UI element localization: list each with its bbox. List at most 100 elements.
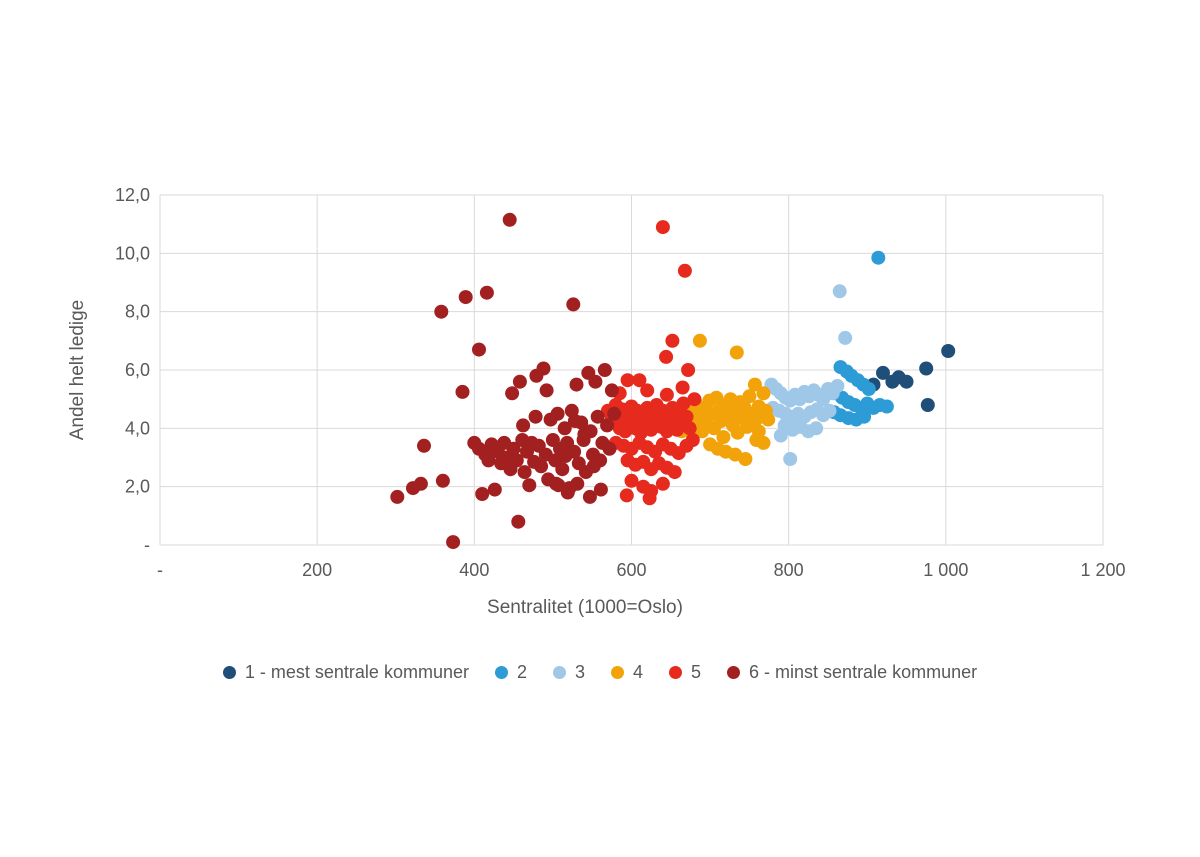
data-point <box>729 345 744 360</box>
y-tick-label: - <box>144 535 150 555</box>
data-point <box>481 453 496 468</box>
data-point <box>566 297 581 312</box>
data-point <box>861 382 876 396</box>
legend-item: 4 <box>611 662 643 683</box>
data-point <box>655 220 670 235</box>
legend-item: 6 - minst sentrale kommuner <box>727 662 977 683</box>
data-point <box>607 406 622 421</box>
legend-label: 4 <box>633 662 644 682</box>
y-tick-label: 2,0 <box>125 477 150 497</box>
data-point <box>435 473 450 488</box>
data-point <box>413 476 428 491</box>
data-point <box>528 409 543 424</box>
data-point <box>455 384 470 399</box>
data-point <box>551 478 566 493</box>
data-point <box>434 304 449 319</box>
legend-label: 5 <box>691 662 702 682</box>
data-point <box>550 406 565 421</box>
data-point <box>600 418 615 433</box>
data-point <box>516 418 531 433</box>
y-tick-label: 12,0 <box>115 185 150 205</box>
legend-swatch-icon <box>222 666 236 679</box>
legend-label: 1 - mest sentrale kommuner <box>244 662 469 682</box>
legend-item: 3 <box>552 662 585 683</box>
chart-legend: 1 - mest sentrale kommuner 2 3 4 5 6 - minst … <box>0 662 1200 683</box>
data-point <box>832 284 847 299</box>
data-point <box>857 409 872 424</box>
data-point <box>809 421 824 436</box>
data-point <box>560 485 575 500</box>
data-point <box>676 396 691 411</box>
data-point <box>756 435 771 450</box>
data-point <box>588 374 603 389</box>
data-point <box>773 428 788 443</box>
data-point <box>709 390 724 405</box>
data-point <box>920 398 935 412</box>
x-tick-label: 1 200 <box>1080 560 1125 580</box>
data-point <box>539 383 554 398</box>
data-point <box>783 452 798 466</box>
data-point <box>941 344 956 358</box>
data-point <box>659 387 674 402</box>
legend-swatch-icon <box>611 666 624 679</box>
data-point <box>522 478 537 493</box>
data-point <box>558 449 573 463</box>
data-point <box>475 487 490 501</box>
y-tick-label: 4,0 <box>125 418 150 438</box>
legend-item: 1 - mest sentrale kommuner <box>222 662 469 683</box>
data-point <box>620 373 635 388</box>
data-point <box>716 430 731 445</box>
data-point <box>879 399 894 414</box>
data-point <box>569 377 584 392</box>
data-point <box>487 482 502 497</box>
data-point <box>509 453 524 468</box>
legend-label: 3 <box>574 662 585 682</box>
data-point <box>687 392 702 407</box>
data-point <box>557 421 572 436</box>
legend-item: 2 <box>494 662 527 683</box>
data-point <box>747 377 762 392</box>
data-point <box>642 491 657 506</box>
data-point <box>640 383 655 398</box>
data-point <box>570 476 585 491</box>
data-point <box>536 361 551 376</box>
y-tick-label: 10,0 <box>115 243 150 263</box>
legend-swatch-icon <box>669 666 683 679</box>
data-point <box>655 476 670 491</box>
data-point <box>761 412 776 427</box>
data-point <box>679 409 694 424</box>
data-point <box>822 403 837 418</box>
data-point <box>505 386 520 401</box>
data-point <box>659 349 674 364</box>
data-point <box>586 459 601 474</box>
data-point <box>602 441 617 456</box>
data-point <box>577 427 592 442</box>
data-point <box>512 374 527 389</box>
data-point <box>681 363 696 377</box>
data-point <box>619 488 634 503</box>
data-point <box>667 465 682 480</box>
y-tick-label: 6,0 <box>125 360 150 380</box>
legend-swatch-icon <box>727 666 741 679</box>
data-point <box>756 386 771 401</box>
legend-swatch-icon <box>552 666 566 679</box>
data-point <box>679 438 694 453</box>
data-point <box>885 374 900 389</box>
data-point <box>677 263 692 278</box>
data-point <box>632 373 647 388</box>
y-tick-label: 8,0 <box>125 302 150 322</box>
data-point <box>919 361 934 376</box>
data-point <box>830 379 845 393</box>
data-point <box>593 482 608 497</box>
legend-label: 6 - minst sentrale kommuner <box>749 662 978 682</box>
legend-swatch-icon <box>494 666 508 679</box>
data-point <box>692 333 707 348</box>
x-axis-title: Sentralitet (1000=Oslo) <box>487 597 683 618</box>
data-point <box>899 374 914 389</box>
x-tick-label: - <box>157 560 163 580</box>
data-point <box>876 365 890 380</box>
data-point <box>567 414 582 428</box>
data-point <box>590 409 605 424</box>
